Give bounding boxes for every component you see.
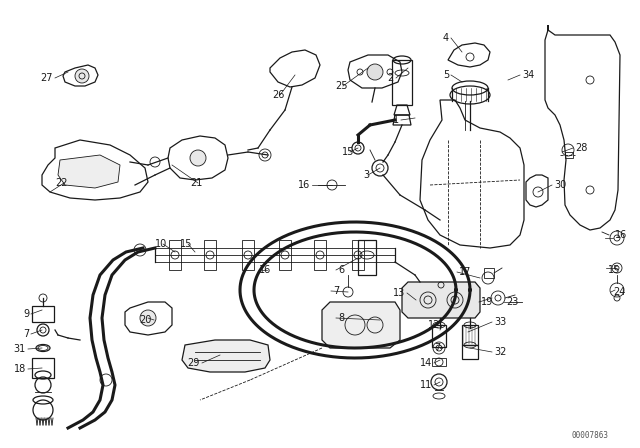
Text: 24: 24 <box>613 287 625 297</box>
Text: 16: 16 <box>259 265 271 275</box>
Text: 29: 29 <box>188 358 200 368</box>
Text: 25: 25 <box>335 81 348 91</box>
Bar <box>32 358 54 378</box>
Bar <box>169 240 181 270</box>
Polygon shape <box>322 302 400 348</box>
Circle shape <box>140 310 156 326</box>
Bar <box>565 152 573 158</box>
Bar <box>392 60 412 105</box>
Polygon shape <box>58 155 120 188</box>
Bar <box>242 240 254 270</box>
Bar <box>352 240 364 270</box>
Bar <box>462 325 478 345</box>
Bar <box>484 268 494 278</box>
Text: 15: 15 <box>342 147 354 157</box>
Text: 8: 8 <box>338 313 344 323</box>
Text: 2: 2 <box>388 73 394 83</box>
Text: 00007863: 00007863 <box>572 431 609 439</box>
Text: 18: 18 <box>13 364 26 374</box>
Text: 17: 17 <box>459 267 472 277</box>
Bar <box>204 240 216 270</box>
Circle shape <box>75 69 89 83</box>
Text: 16: 16 <box>615 230 627 240</box>
Text: 26: 26 <box>272 90 284 100</box>
Text: 21: 21 <box>190 178 202 188</box>
Text: 11: 11 <box>420 380 432 390</box>
Bar <box>279 240 291 270</box>
Polygon shape <box>182 340 270 372</box>
Text: 32: 32 <box>494 347 506 357</box>
Text: 7: 7 <box>333 286 339 296</box>
Text: 28: 28 <box>575 143 588 153</box>
Text: 16: 16 <box>298 180 310 190</box>
Text: 3: 3 <box>363 170 369 180</box>
Text: 22: 22 <box>56 178 68 188</box>
Bar <box>432 325 446 347</box>
Text: 6: 6 <box>338 265 344 275</box>
Bar <box>432 358 446 366</box>
Text: 19: 19 <box>481 297 493 307</box>
Text: 33: 33 <box>494 317 506 327</box>
Circle shape <box>190 150 206 166</box>
Text: 15: 15 <box>608 265 620 275</box>
Bar <box>358 240 376 275</box>
Text: 34: 34 <box>522 70 534 80</box>
Text: 23: 23 <box>506 297 518 307</box>
Text: 4: 4 <box>443 33 449 43</box>
Text: 1: 1 <box>393 115 399 125</box>
Text: 30: 30 <box>554 180 566 190</box>
Text: 7: 7 <box>434 343 440 353</box>
Text: 7: 7 <box>23 329 29 339</box>
Text: 20: 20 <box>140 315 152 325</box>
Text: 5: 5 <box>443 70 449 80</box>
Bar <box>462 345 478 359</box>
Text: 12: 12 <box>428 320 440 330</box>
Polygon shape <box>402 282 480 318</box>
Circle shape <box>367 64 383 80</box>
Text: 9: 9 <box>23 309 29 319</box>
Text: 10: 10 <box>155 239 167 249</box>
Text: 13: 13 <box>393 288 405 298</box>
Bar <box>314 240 326 270</box>
Text: 15: 15 <box>180 239 192 249</box>
Text: 31: 31 <box>13 344 26 354</box>
Bar <box>32 306 54 322</box>
Text: 14: 14 <box>420 358 432 368</box>
Text: 27: 27 <box>40 73 53 83</box>
